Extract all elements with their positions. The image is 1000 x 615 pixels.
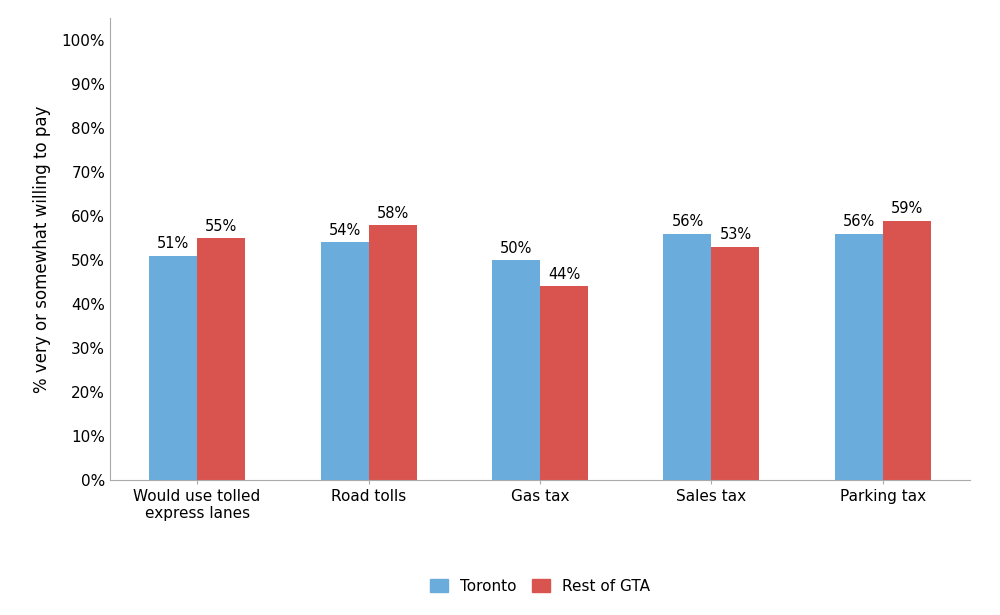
Legend: Toronto, Rest of GTA: Toronto, Rest of GTA (422, 571, 658, 601)
Bar (711, 247, 759, 480)
Text: 56%: 56% (843, 214, 875, 229)
Y-axis label: % very or somewhat willing to pay: % very or somewhat willing to pay (33, 105, 51, 393)
Text: 55%: 55% (205, 219, 237, 234)
Bar (835, 234, 883, 480)
Bar (369, 225, 417, 480)
Bar (492, 260, 540, 480)
Text: 50%: 50% (500, 240, 532, 256)
Bar (540, 287, 588, 480)
Text: 56%: 56% (671, 214, 704, 229)
Text: 54%: 54% (328, 223, 361, 238)
Bar (883, 221, 931, 480)
Text: 51%: 51% (157, 236, 189, 252)
Bar (321, 242, 369, 480)
Text: 44%: 44% (548, 267, 580, 282)
Text: 58%: 58% (376, 205, 409, 221)
Bar (197, 238, 245, 480)
Text: 53%: 53% (719, 228, 752, 242)
Bar (149, 256, 197, 480)
Bar (663, 234, 711, 480)
Text: 59%: 59% (891, 201, 923, 216)
